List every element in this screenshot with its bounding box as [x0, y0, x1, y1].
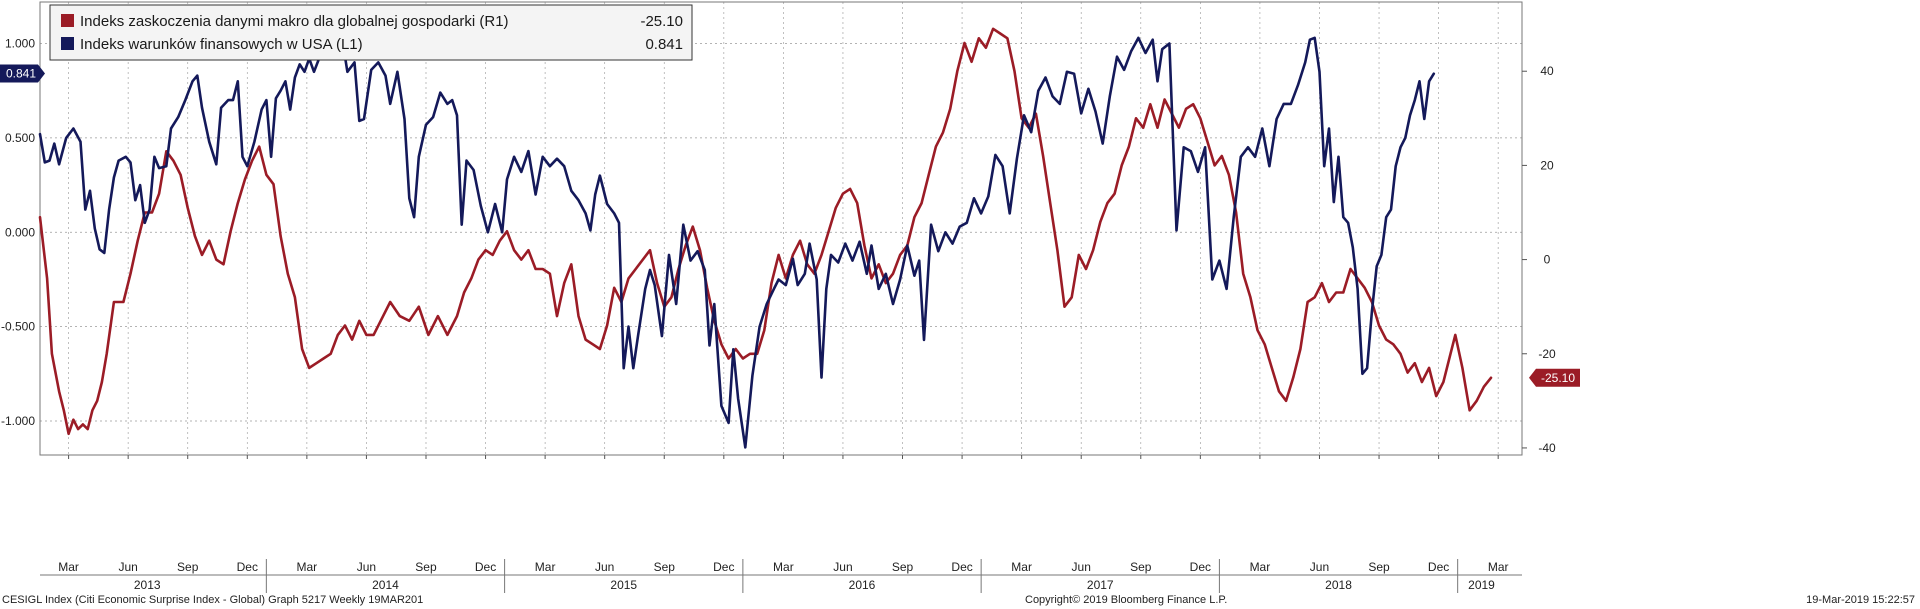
footer-timestamp: 19-Mar-2019 15:22:57	[1806, 594, 1915, 606]
x-month-label: Sep	[654, 560, 676, 574]
x-axis: Mar Jun Sep Dec Mar Jun Sep Dec Mar Jun Sep Dec Mar J…	[40, 455, 1522, 593]
plot-frame	[39, 1, 1523, 456]
left-tick-label: -0.500	[1, 320, 35, 334]
x-month-label: Jun	[1310, 560, 1329, 574]
footer-copyright: Copyright© 2019 Bloomberg Finance L.P.	[1025, 594, 1227, 606]
footer-source: CESIGL Index (Citi Economic Surprise Ind…	[2, 594, 423, 606]
x-month-label: Dec	[1428, 560, 1449, 574]
x-month-label: Dec	[1190, 560, 1211, 574]
right-tick-label: 0	[1544, 253, 1551, 267]
x-year-label: 2016	[849, 578, 876, 592]
x-year-label: 2017	[1087, 578, 1114, 592]
legend-value-r1: -25.10	[640, 13, 683, 30]
x-month-label: Jun	[118, 560, 137, 574]
grid-lines	[40, 2, 1522, 455]
left-tick-label: -1.000	[1, 414, 35, 428]
right-tick-label: 20	[1540, 158, 1554, 172]
x-month-label: Sep	[1368, 560, 1390, 574]
left-tick-label: 0.000	[5, 225, 35, 239]
x-month-label: Sep	[892, 560, 914, 574]
x-month-label: Dec	[237, 560, 258, 574]
x-month-label: Sep	[1130, 560, 1152, 574]
legend-swatch-r1	[61, 14, 74, 27]
right-tick-label: -40	[1538, 441, 1556, 455]
x-year-label: 2015	[610, 578, 637, 592]
left-last-value-text: 0.841	[6, 67, 36, 81]
right-axis: 40 20 0 -20 -40	[1522, 64, 1556, 455]
right-tick-label: 40	[1540, 64, 1554, 78]
legend: Indeks zaskoczenia danymi makro dla glob…	[49, 4, 693, 61]
right-last-value-tag: -25.10	[1529, 368, 1580, 387]
x-month-label: Dec	[951, 560, 972, 574]
x-month-label: Mar	[1488, 560, 1509, 574]
x-month-label: Dec	[475, 560, 496, 574]
x-month-label: Jun	[357, 560, 376, 574]
series-layer	[38, 27, 1493, 449]
legend-label-l1: Indeks warunków finansowych w USA (L1)	[80, 36, 363, 53]
right-tick-label: -20	[1538, 347, 1556, 361]
legend-swatch-l1	[61, 37, 74, 50]
x-month-label: Mar	[1011, 560, 1032, 574]
right-last-value-tag-shape	[1529, 368, 1580, 387]
series-line-l1	[38, 36, 1436, 449]
series-line-r1	[38, 27, 1493, 436]
x-month-label: Sep	[415, 560, 437, 574]
x-year-label: 2013	[134, 578, 161, 592]
left-tick-label: 1.000	[5, 37, 35, 51]
left-axis: 1.000 0.500 0.000 -0.500 -1.000	[1, 37, 35, 428]
legend-label-r1: Indeks zaskoczenia danymi makro dla glob…	[80, 13, 509, 30]
right-last-value-text: -25.10	[1541, 371, 1575, 385]
x-month-label: Sep	[177, 560, 199, 574]
left-last-value-tag-shape	[0, 64, 45, 83]
x-month-label: Mar	[773, 560, 794, 574]
x-year-label: 2018	[1325, 578, 1352, 592]
x-month-label: Jun	[833, 560, 852, 574]
legend-box	[49, 4, 693, 61]
x-month-label: Mar	[58, 560, 79, 574]
x-month-label: Mar	[535, 560, 556, 574]
x-month-label: Mar	[1250, 560, 1271, 574]
x-month-label: Dec	[713, 560, 734, 574]
x-year-label: 2019	[1468, 578, 1495, 592]
left-tick-label: 0.500	[5, 131, 35, 145]
x-year-label: 2014	[372, 578, 399, 592]
left-last-value-tag: 0.841	[0, 64, 45, 83]
x-month-label: Jun	[595, 560, 614, 574]
x-month-label: Mar	[297, 560, 318, 574]
x-month-label: Jun	[1072, 560, 1091, 574]
legend-value-l1: 0.841	[645, 36, 683, 53]
